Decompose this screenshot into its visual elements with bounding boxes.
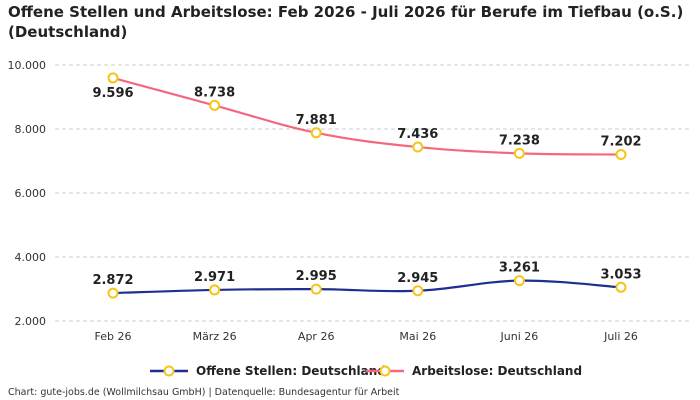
- data-point-offene-stellen[interactable]: [513, 275, 525, 287]
- data-label: 2.995: [296, 269, 337, 284]
- legend-label-arbeitslose: Arbeitslose: Deutschland: [412, 364, 583, 378]
- data-point-offene-stellen[interactable]: [615, 281, 627, 293]
- data-point-arbeitslose[interactable]: [209, 99, 221, 111]
- source-credit: Chart: gute-jobs.de (Wollmilchsau GmbH) …: [8, 387, 400, 398]
- data-label: 7.202: [600, 135, 641, 150]
- data-label: 2.945: [397, 271, 438, 286]
- data-label: 2.872: [92, 273, 133, 288]
- x-axis-ticks: Feb 26 März 26 Apr 26 Mai 26 Juni 26 Juli 26: [95, 330, 638, 343]
- data-label: 3.053: [600, 267, 641, 282]
- y-tick-label: 2.000: [15, 315, 47, 328]
- y-axis-ticks: 2.000 4.000 6.000 8.000 10.000: [8, 59, 47, 328]
- legend: Offene Stellen: Deutschland Arbeitslose:…: [0, 362, 700, 380]
- legend-label-offene-stellen: Offene Stellen: Deutschland: [196, 364, 386, 378]
- data-label: 9.596: [92, 86, 133, 101]
- data-point-offene-stellen[interactable]: [107, 287, 119, 299]
- data-point-arbeitslose[interactable]: [513, 147, 525, 159]
- y-tick-label: 6.000: [15, 187, 47, 200]
- x-tick-label: Apr 26: [298, 330, 335, 343]
- data-label: 8.738: [194, 85, 235, 100]
- data-point-arbeitslose[interactable]: [615, 149, 627, 161]
- data-point-arbeitslose[interactable]: [107, 72, 119, 84]
- data-label: 7.238: [499, 133, 540, 148]
- grid-layer: [55, 64, 690, 322]
- legend-item-arbeitslose[interactable]: Arbeitslose: Deutschland: [366, 362, 582, 380]
- series-lines: [112, 76, 622, 295]
- data-label: 7.881: [296, 113, 337, 128]
- data-labels: 2.872 2.971 2.995 2.945 3.261 3.053 9.596 8.738…: [92, 85, 641, 288]
- chart-title: Offene Stellen und Arbeitslose: Feb 2026…: [8, 3, 684, 41]
- data-label: 2.971: [194, 270, 235, 285]
- data-point-offene-stellen[interactable]: [310, 283, 322, 295]
- series-line-offene-stellen: [112, 279, 622, 295]
- data-label: 3.261: [499, 261, 540, 276]
- data-point-arbeitslose[interactable]: [412, 141, 424, 153]
- x-tick-label: Juni 26: [500, 330, 539, 343]
- data-point-offene-stellen[interactable]: [412, 285, 424, 297]
- data-point-arbeitslose[interactable]: [310, 127, 322, 139]
- x-tick-label: Juli 26: [603, 330, 638, 343]
- x-tick-label: März 26: [193, 330, 237, 343]
- legend-line-icon: [150, 365, 188, 377]
- x-tick-label: Feb 26: [95, 330, 132, 343]
- data-point-offene-stellen[interactable]: [209, 284, 221, 296]
- series-markers: [107, 72, 627, 299]
- y-tick-label: 10.000: [8, 59, 47, 72]
- data-label: 7.436: [397, 127, 438, 142]
- legend-item-offene-stellen[interactable]: Offene Stellen: Deutschland: [150, 362, 386, 380]
- series-line-arbeitslose: [112, 76, 622, 156]
- legend-line-icon: [366, 365, 404, 377]
- y-tick-label: 8.000: [15, 123, 47, 136]
- y-tick-label: 4.000: [15, 251, 47, 264]
- x-tick-label: Mai 26: [399, 330, 436, 343]
